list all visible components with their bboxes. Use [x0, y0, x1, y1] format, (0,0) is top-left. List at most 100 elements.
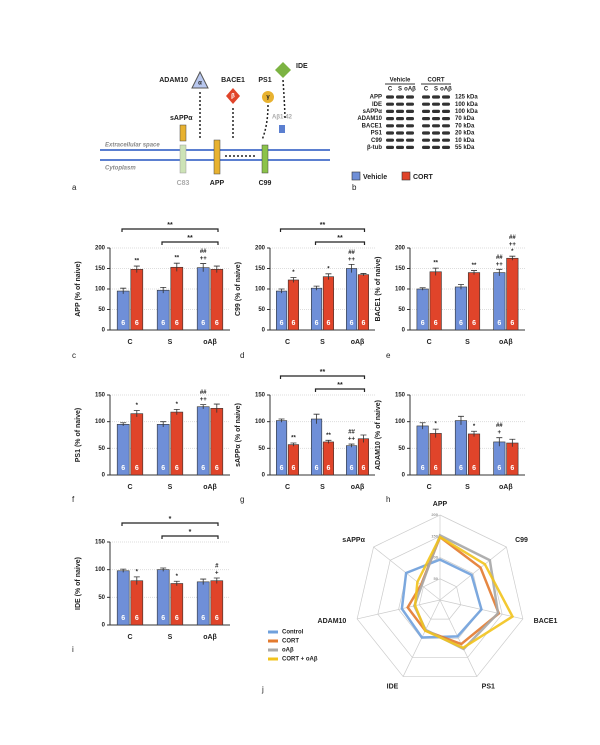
error-bar — [457, 284, 464, 290]
protein-label: β-tub — [367, 145, 382, 151]
band — [386, 109, 394, 113]
substrate-icon — [213, 139, 221, 175]
significance: ## — [509, 235, 516, 241]
band — [406, 109, 414, 113]
error-bar — [278, 418, 285, 423]
n-label: 6 — [472, 465, 476, 472]
panel-letter: g — [240, 495, 244, 504]
y-tick-label: 150 — [95, 266, 106, 272]
r-tick-label: 200 — [431, 512, 438, 517]
fragment-icon — [279, 125, 285, 133]
bracket-label: ** — [320, 222, 326, 229]
significance: ** — [174, 256, 179, 262]
n-label: 6 — [361, 320, 365, 327]
n-label: 6 — [326, 465, 330, 472]
band — [406, 117, 414, 121]
band — [432, 109, 440, 113]
axis-label: ADAM10 — [318, 618, 347, 625]
enzyme-icon — [262, 91, 274, 103]
bracket — [161, 535, 219, 539]
bracket — [279, 375, 366, 379]
y-tick-label: 150 — [395, 266, 406, 272]
panel-letter: i — [72, 645, 74, 654]
band — [432, 124, 440, 128]
error-bar — [120, 568, 127, 573]
lane-label: S — [398, 87, 402, 93]
n-label: 6 — [121, 615, 125, 622]
significance: * — [511, 249, 514, 255]
n-label: 6 — [175, 320, 179, 327]
panel-letter: c — [72, 351, 76, 360]
legend-swatch — [401, 171, 411, 181]
enzyme: IDE — [296, 63, 308, 70]
significance: * — [136, 403, 139, 409]
n-label: 6 — [291, 465, 295, 472]
error-bar — [133, 576, 140, 585]
n-label: 6 — [421, 465, 425, 472]
significance: * — [435, 422, 438, 428]
significance: ++ — [509, 242, 517, 248]
n-label: 6 — [459, 320, 463, 327]
y-axis-label: sAPPα (% of naive) — [235, 403, 242, 467]
significance: ## — [348, 250, 355, 256]
legend-label: oAβ — [282, 648, 294, 654]
lane-label: S — [434, 87, 438, 93]
band — [396, 102, 404, 106]
x-tick-label: oAβ — [499, 484, 513, 491]
n-label: 6 — [434, 320, 438, 327]
y-tick-label: 50 — [258, 307, 265, 313]
y-tick-label: 100 — [255, 419, 266, 425]
error-bar — [496, 268, 503, 276]
lane-label: oAβ — [440, 87, 452, 93]
size-label: 70 kDa — [455, 123, 475, 129]
n-label: 6 — [201, 465, 205, 472]
panel-letter: h — [386, 495, 390, 504]
significance: * — [176, 402, 179, 408]
band — [386, 131, 394, 135]
r-tick-label: 150 — [431, 533, 438, 538]
enzyme: BACE1 — [221, 77, 245, 84]
n-label: 6 — [161, 615, 165, 622]
band — [406, 95, 414, 99]
n-label: 6 — [459, 465, 463, 472]
fragment: Aβ1-42 — [272, 115, 293, 121]
n-label: 6 — [315, 465, 319, 472]
y-tick-label: 100 — [395, 419, 406, 425]
legend-swatch — [351, 171, 361, 181]
error-bar — [432, 428, 439, 438]
significance: * — [292, 270, 295, 276]
n-label: 6 — [315, 320, 319, 327]
y-tick-label: 150 — [255, 393, 266, 399]
y-axis-label: ADAM10 (% of naive) — [375, 400, 382, 470]
symbol: α — [198, 81, 202, 87]
y-tick-label: 100 — [255, 287, 266, 293]
bracket — [121, 228, 219, 232]
y-tick-label: 100 — [95, 419, 106, 425]
n-label: 6 — [361, 465, 365, 472]
error-bar — [120, 287, 127, 294]
error-bar — [360, 434, 367, 443]
axis-label: BACE1 — [534, 618, 558, 625]
band — [422, 124, 430, 128]
x-tick-label: C — [127, 634, 132, 641]
enzyme-icon — [191, 70, 209, 89]
band — [422, 102, 430, 106]
band — [442, 102, 450, 106]
n-label: 6 — [510, 320, 514, 327]
error-bar — [213, 403, 220, 413]
error-bar — [173, 409, 180, 415]
compartment: Cytoplasm — [105, 166, 136, 172]
n-label: 6 — [161, 465, 165, 472]
bracket — [279, 228, 366, 232]
x-tick-label: C — [127, 339, 132, 346]
arrow — [199, 79, 286, 157]
x-tick-label: S — [168, 634, 173, 641]
error-bar — [509, 255, 516, 261]
significance: ## — [348, 430, 355, 436]
x-tick-label: S — [168, 339, 173, 346]
fragment: sAPPα — [170, 115, 193, 122]
bracket — [314, 241, 366, 245]
band — [396, 109, 404, 113]
n-label: 6 — [201, 615, 205, 622]
